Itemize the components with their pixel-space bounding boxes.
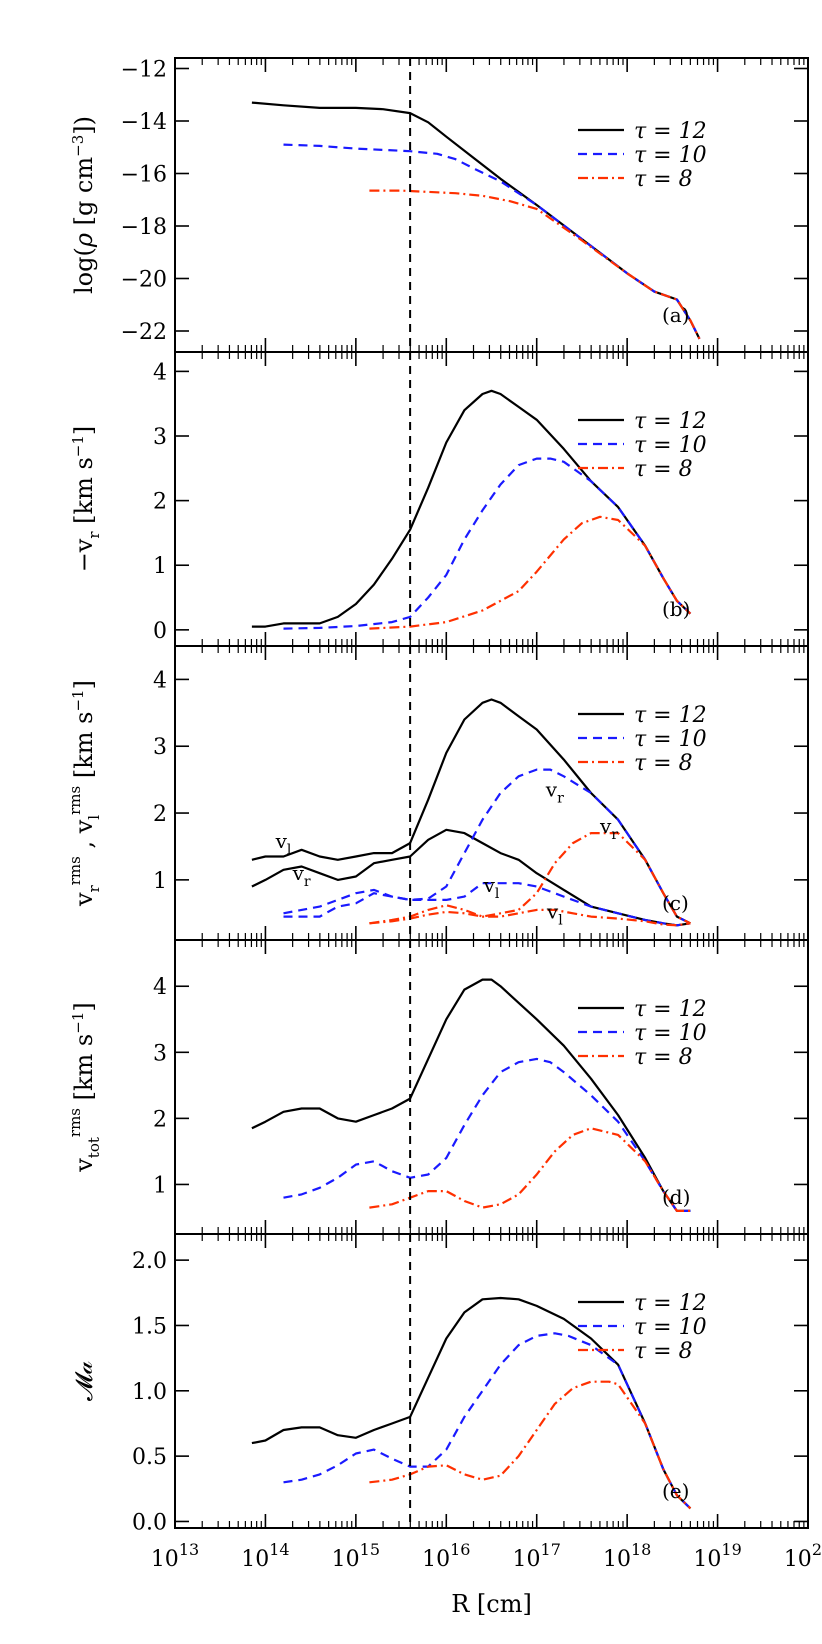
legend-label-c-1: τ = 10 — [634, 727, 707, 752]
y-tick-label-a-2: −16 — [121, 163, 167, 188]
y-tick-label-a-3: −18 — [121, 215, 167, 240]
legend-label-b-2: τ = 8 — [634, 457, 693, 482]
curve-annotation-5: vl — [546, 900, 563, 929]
x-tick-label-1: 1014 — [241, 1540, 289, 1572]
series-line-c-5 — [369, 908, 691, 927]
y-tick-label-c-3: 4 — [153, 668, 167, 693]
legend-label-e-2: τ = 8 — [634, 1339, 693, 1364]
series-line-c-2 — [283, 768, 691, 925]
series-line-c-0 — [251, 698, 691, 925]
panel-e — [174, 1233, 809, 1529]
curve-annotation-3: vr — [599, 814, 618, 843]
curve-annotation-0: vl — [275, 829, 292, 858]
curve-annotation-2: vr — [545, 777, 564, 806]
curve-annotation-1: vr — [292, 861, 311, 890]
x-tick-label-2: 1015 — [332, 1540, 380, 1572]
y-tick-label-a-4: −20 — [121, 268, 167, 293]
y-tick-label-b-4: 4 — [153, 360, 167, 385]
plot-frame-e — [174, 1233, 809, 1529]
plot-frame-a — [174, 57, 809, 353]
panel-tag-c: (c) — [662, 891, 689, 915]
y-tick-label-e-1: 0.5 — [132, 1445, 167, 1470]
legend-label-a-2: τ = 8 — [634, 167, 693, 192]
y-tick-label-d-2: 3 — [153, 1041, 167, 1066]
panel-tag-a: (a) — [662, 303, 690, 327]
panel-a — [174, 57, 809, 353]
series-line-e-1 — [283, 1332, 692, 1510]
y-axis-title-a: log(ρ [g cm−3]) — [69, 116, 98, 294]
series-line-b-2 — [369, 515, 692, 630]
panel-tag-b: (b) — [662, 597, 690, 621]
x-tick-label-6: 1019 — [693, 1540, 741, 1572]
x-tick-label-7: 1020 — [784, 1540, 822, 1572]
series-line-c-4 — [369, 832, 691, 925]
legend-label-b-1: τ = 10 — [634, 433, 707, 458]
curve-annotation-4: vl — [483, 873, 500, 902]
series-line-b-1 — [283, 457, 692, 630]
y-tick-label-b-1: 1 — [153, 554, 167, 579]
panel-tag-d: (d) — [662, 1185, 690, 1209]
y-tick-label-b-3: 3 — [153, 425, 167, 450]
series-line-d-0 — [251, 978, 691, 1212]
y-tick-label-e-0: 0.0 — [132, 1510, 167, 1535]
series-line-c-3 — [283, 882, 691, 927]
y-tick-label-b-2: 2 — [153, 490, 167, 515]
series-line-d-2 — [369, 1127, 691, 1212]
y-tick-label-a-1: −14 — [121, 110, 167, 135]
plot-frame-d — [174, 939, 809, 1235]
series-line-d-1 — [283, 1057, 691, 1212]
legend-label-c-0: τ = 12 — [634, 703, 707, 728]
legend-label-b-0: τ = 12 — [634, 409, 707, 434]
y-tick-label-a-0: −12 — [121, 58, 167, 83]
legend-label-e-0: τ = 12 — [634, 1291, 707, 1316]
y-tick-label-c-0: 1 — [153, 869, 167, 894]
legend-label-a-1: τ = 10 — [634, 143, 707, 168]
y-tick-label-a-5: −22 — [121, 320, 167, 345]
y-tick-label-e-3: 1.5 — [132, 1314, 167, 1339]
x-tick-label-5: 1018 — [603, 1540, 651, 1572]
y-tick-label-e-4: 2.0 — [132, 1249, 167, 1274]
y-axis-title-d: vtotrms [km s−1] — [66, 1002, 103, 1173]
legend-label-c-2: τ = 8 — [634, 751, 693, 776]
series-line-a-2 — [369, 189, 701, 340]
panel-d — [174, 939, 809, 1235]
x-tick-label-4: 1017 — [513, 1540, 561, 1572]
y-tick-label-b-0: 0 — [153, 619, 167, 644]
legend-label-d-1: τ = 10 — [634, 1021, 707, 1046]
series-line-a-0 — [251, 101, 701, 340]
legend-label-e-1: τ = 10 — [634, 1315, 707, 1340]
y-axis-title-b: −vr [km s−1] — [69, 426, 103, 573]
panel-tag-e: (e) — [662, 1479, 689, 1503]
panel-b — [174, 351, 809, 647]
series-line-b-0 — [251, 389, 692, 628]
x-axis-title: R [cm] — [451, 1590, 532, 1618]
series-line-c-1 — [251, 828, 691, 927]
series-line-e-2 — [369, 1380, 692, 1510]
y-tick-label-d-1: 2 — [153, 1107, 167, 1132]
legend-label-d-0: τ = 12 — [634, 997, 707, 1022]
y-tick-label-d-3: 4 — [153, 975, 167, 1000]
y-tick-label-e-2: 1.0 — [132, 1380, 167, 1405]
x-tick-label-0: 1013 — [151, 1540, 199, 1572]
y-tick-label-c-2: 3 — [153, 735, 167, 760]
y-tick-label-d-0: 1 — [153, 1173, 167, 1198]
y-tick-label-c-1: 2 — [153, 802, 167, 827]
legend-label-d-2: τ = 8 — [634, 1045, 693, 1070]
legend-label-a-0: τ = 12 — [634, 119, 707, 144]
y-axis-title-c: vrrms , vlrms [km s−1] — [66, 680, 103, 907]
y-axis-title-e: 𝓜𝒶 — [70, 1361, 98, 1401]
x-tick-label-3: 1016 — [422, 1540, 470, 1572]
